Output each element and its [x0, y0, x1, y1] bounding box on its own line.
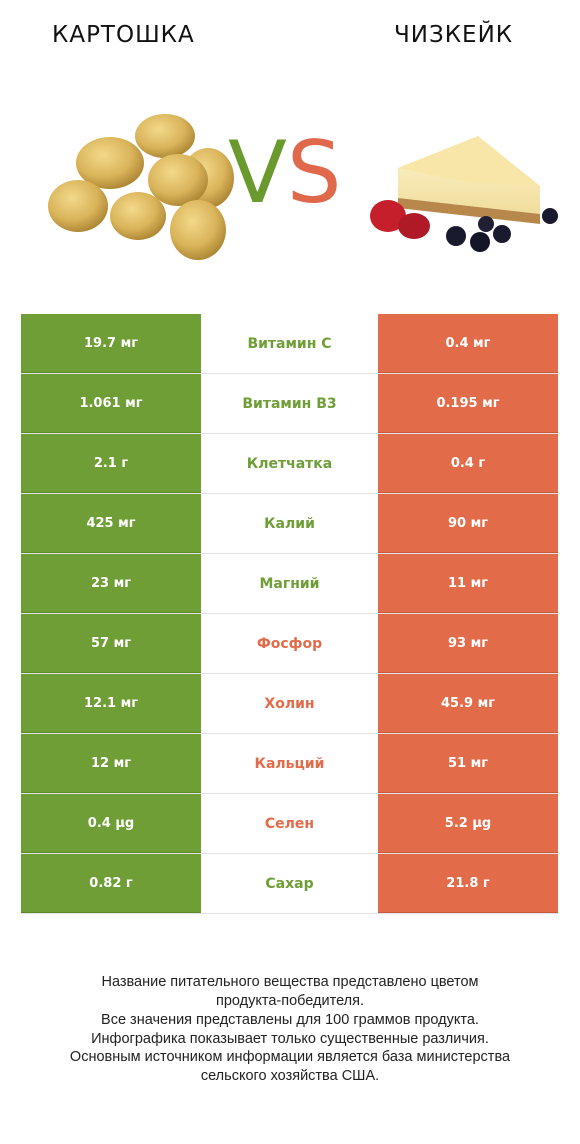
- potato-value: 2.1 г: [21, 434, 201, 493]
- vs-v: V: [228, 123, 287, 223]
- footer-line: Все значения представлены для 100 граммо…: [101, 1011, 479, 1028]
- table-row: 12 мг Кальций 51 мг: [21, 734, 558, 794]
- comparison-table: 19.7 мг Витамин C 0.4 мг 1.061 мг Витамин B3…: [21, 314, 558, 914]
- footer-notes: Название питательного вещества представл…: [20, 973, 560, 1086]
- footer-line: Основным источником информации является …: [69, 1049, 511, 1066]
- potato-value: 1.061 мг: [21, 374, 201, 433]
- potato-value: 19.7 мг: [21, 314, 201, 373]
- nutrient-name: Магний: [201, 554, 378, 613]
- nutrient-name: Кальций: [201, 734, 378, 793]
- cheesecake-value: 21.8 г: [378, 854, 558, 913]
- cheesecake-value: 51 мг: [378, 734, 558, 793]
- cheesecake-value: 93 мг: [378, 614, 558, 673]
- potato-value: 12 мг: [21, 734, 201, 793]
- nutrient-name: Калий: [201, 494, 378, 553]
- cheesecake-value: 0.4 г: [378, 434, 558, 493]
- table-row: 23 мг Магний 11 мг: [21, 554, 558, 614]
- table-row: 0.4 µg Селен 5.2 µg: [21, 794, 558, 854]
- footer-line: Название питательного вещества представл…: [101, 974, 479, 990]
- cheesecake-value: 90 мг: [378, 494, 558, 553]
- table-row: 19.7 мг Витамин C 0.4 мг: [21, 314, 558, 374]
- potato-value: 425 мг: [21, 494, 201, 553]
- product-right-title: ЧИЗКЕЙК: [394, 22, 514, 48]
- nutrient-name: Витамин B3: [201, 374, 378, 433]
- table-row: 2.1 г Клетчатка 0.4 г: [21, 434, 558, 494]
- cheesecake-value: 11 мг: [378, 554, 558, 613]
- footer-line: продукта-победителя.: [215, 992, 365, 1009]
- cheesecake-image: [370, 136, 558, 252]
- potato-value: 57 мг: [21, 614, 201, 673]
- potato-value: 23 мг: [21, 554, 201, 613]
- nutrient-name: Клетчатка: [201, 434, 378, 493]
- nutrient-name: Сахар: [201, 854, 378, 913]
- nutrient-name: Холин: [201, 674, 378, 733]
- table-row: 1.061 мг Витамин B3 0.195 мг: [21, 374, 558, 434]
- table-row: 0.82 г Сахар 21.8 г: [21, 854, 558, 914]
- potato-value: 0.4 µg: [21, 794, 201, 853]
- vs-s: S: [286, 123, 342, 223]
- cheesecake-value: 0.4 мг: [378, 314, 558, 373]
- table-row: 12.1 мг Холин 45.9 мг: [21, 674, 558, 734]
- nutrient-name: Селен: [201, 794, 378, 853]
- cheesecake-value: 0.195 мг: [378, 374, 558, 433]
- footer-line: сельского хозяйства США.: [200, 1068, 380, 1085]
- product-left-title: КАРТОШКА: [52, 22, 195, 48]
- potato-value: 12.1 мг: [21, 674, 201, 733]
- potato-image: [48, 114, 234, 260]
- table-row: 57 мг Фосфор 93 мг: [21, 614, 558, 674]
- cheesecake-value: 45.9 мг: [378, 674, 558, 733]
- nutrient-name: Фосфор: [201, 614, 378, 673]
- table-row: 425 мг Калий 90 мг: [21, 494, 558, 554]
- nutrient-name: Витамин C: [201, 314, 378, 373]
- footer-line: Инфографика показывает только существенн…: [91, 1030, 489, 1047]
- vs-label: VS: [228, 130, 341, 216]
- cheesecake-value: 5.2 µg: [378, 794, 558, 853]
- potato-value: 0.82 г: [21, 854, 201, 913]
